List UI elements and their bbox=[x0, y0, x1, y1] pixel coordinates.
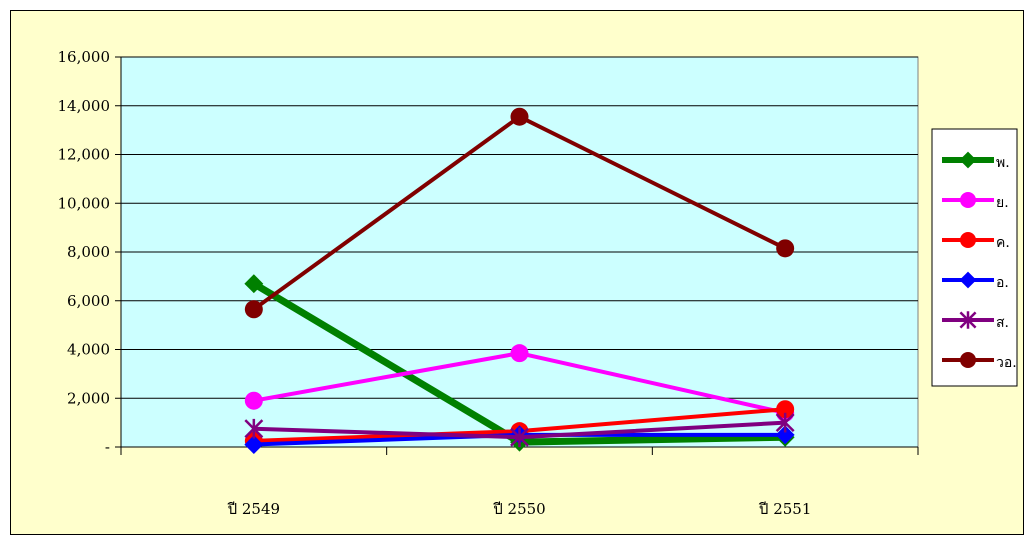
data-point bbox=[510, 344, 529, 363]
data-point bbox=[960, 232, 976, 248]
data-point bbox=[244, 391, 263, 410]
legend: พ. ย. ค. อ. ส. วอ. bbox=[931, 128, 1018, 387]
legend-label: พ. bbox=[996, 155, 1010, 171]
legend-label: อ. bbox=[996, 275, 1009, 291]
x-tick-label: ปี 2550 bbox=[492, 500, 545, 518]
legend-label: ย. bbox=[996, 195, 1009, 211]
y-tick-label: 12,000 bbox=[58, 146, 111, 164]
legend-label: ส. bbox=[996, 315, 1009, 331]
data-point bbox=[775, 425, 795, 445]
y-tick-label: 10,000 bbox=[58, 194, 111, 212]
x-tick-label: ปี 2549 bbox=[227, 500, 280, 518]
legend-label: วอ. bbox=[996, 355, 1017, 371]
data-point bbox=[244, 274, 264, 294]
y-tick-label: 2,000 bbox=[67, 389, 110, 407]
legend-item: พ. bbox=[942, 151, 1010, 171]
data-point bbox=[244, 418, 264, 439]
series-5 bbox=[244, 412, 795, 448]
x-axis-ticks: ปี 2549 ปี 2550 ปี 2551 bbox=[120, 447, 919, 518]
y-tick-label: - bbox=[105, 438, 110, 456]
y-tick-label: 14,000 bbox=[58, 97, 111, 115]
data-point bbox=[510, 427, 529, 448]
y-tick-label: 6,000 bbox=[67, 292, 110, 310]
data-point bbox=[960, 352, 976, 368]
data-point bbox=[775, 412, 795, 433]
y-tick-label: 8,000 bbox=[67, 243, 110, 261]
data-point bbox=[244, 300, 263, 319]
data-point bbox=[960, 192, 976, 208]
series-6 bbox=[244, 107, 795, 319]
legend-item: วอ. bbox=[942, 352, 1017, 371]
legend-item: ส. bbox=[942, 311, 1009, 331]
y-tick-label: 4,000 bbox=[67, 341, 110, 359]
data-point bbox=[244, 435, 264, 455]
data-point bbox=[959, 311, 977, 329]
data-point bbox=[776, 239, 795, 258]
legend-item: ค. bbox=[942, 232, 1010, 251]
y-axis-ticks: - 2,000 4,000 6,000 8,000 10,000 12,000 14,000 1… bbox=[58, 48, 121, 456]
legend-item: อ. bbox=[942, 271, 1009, 291]
chart-area: - 2,000 4,000 6,000 8,000 10,000 12,000 14,000 1… bbox=[10, 10, 1024, 535]
data-point bbox=[776, 400, 795, 419]
legend-box bbox=[931, 128, 1018, 387]
line-chart: - 2,000 4,000 6,000 8,000 10,000 12,000 14,000 1… bbox=[58, 48, 1018, 518]
legend-item: ย. bbox=[942, 192, 1009, 211]
x-tick-label: ปี 2551 bbox=[758, 500, 811, 518]
legend-label: ค. bbox=[996, 235, 1010, 251]
data-point bbox=[959, 271, 977, 289]
data-point bbox=[510, 107, 529, 126]
y-tick-label: 16,000 bbox=[58, 48, 111, 66]
data-point bbox=[959, 151, 977, 169]
